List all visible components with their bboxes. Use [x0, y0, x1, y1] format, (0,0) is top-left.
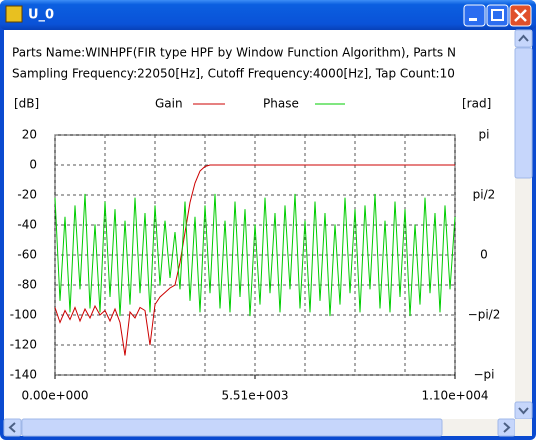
title-bar [0, 0, 536, 30]
y2-tick-label: pi/2 [473, 187, 496, 201]
close-button[interactable] [509, 4, 532, 27]
window-title: U_0 [28, 8, 54, 23]
y-tick-label: -140 [10, 368, 37, 382]
y-tick-label: -40 [17, 218, 37, 232]
horizontal-scrollbar[interactable] [3, 418, 516, 437]
info-line: Parts Name:WINHPF(FIR type HPF by Window… [12, 46, 456, 60]
legend-label: Phase [263, 97, 299, 111]
content: Parts Name:WINHPF(FIR type HPF by Window… [10, 46, 501, 403]
series-line [54, 193, 456, 317]
x-tick-label: 5.51e+003 [221, 389, 288, 403]
x-tick-label: 0.00e+000 [21, 389, 88, 403]
scrollbar-corner [515, 419, 532, 436]
y-tick-label: 20 [22, 128, 37, 142]
minimize-button[interactable] [463, 4, 486, 27]
y-tick-label: 0 [29, 158, 37, 172]
y-axis-label: [dB] [14, 97, 39, 111]
info-line: Sampling Frequency:22050[Hz], Cutoff Fre… [12, 67, 455, 81]
y2-tick-label: −pi/2 [468, 308, 501, 322]
y2-axis-label: [rad] [462, 97, 491, 111]
y-tick-label: -60 [17, 248, 37, 262]
y2-tick-label: pi [479, 128, 490, 142]
y2-tick-label: 0 [480, 248, 488, 262]
maximize-button[interactable] [486, 4, 509, 27]
y-tick-label: -100 [10, 308, 37, 322]
y2-tick-label: −pi [473, 368, 494, 382]
y-tick-label: -80 [17, 278, 37, 292]
app-icon [5, 5, 23, 23]
x-tick-label: 1.10e+004 [421, 389, 488, 403]
vertical-scrollbar[interactable] [514, 29, 533, 420]
series-line [54, 164, 455, 356]
y-tick-label: -120 [10, 338, 37, 352]
legend-label: Gain [155, 97, 183, 111]
y-tick-label: -20 [17, 188, 37, 202]
